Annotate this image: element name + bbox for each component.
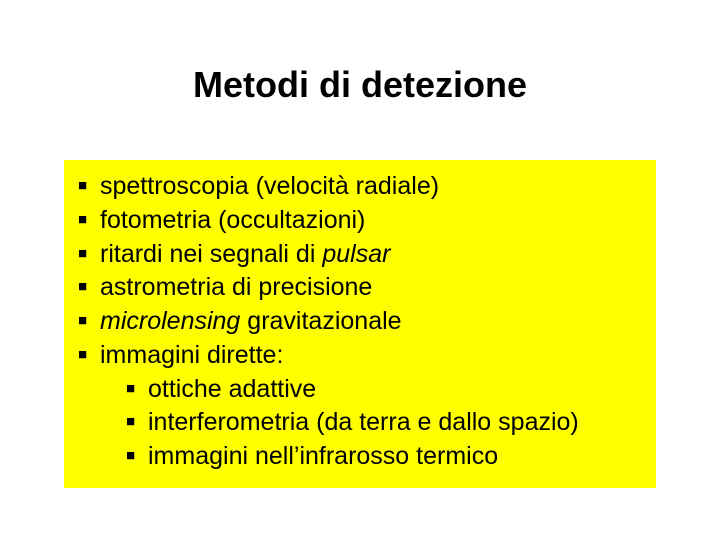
list-item-text: interferometria (da terra e dallo spazio…: [148, 408, 579, 436]
list-item: immagini dirette: ottiche adattive inter…: [78, 339, 642, 474]
list-item: immagini nell’infrarosso termico: [126, 440, 642, 474]
slide: Metodi di detezione spettroscopia (veloc…: [0, 0, 720, 540]
list-item-text: ritardi nei segnali di: [100, 240, 322, 268]
list-item: ritardi nei segnali di pulsar: [78, 238, 642, 272]
list-item-text: ottiche adattive: [148, 375, 316, 403]
list-item-text: immagini dirette:: [100, 341, 283, 369]
content-box: spettroscopia (velocità radiale) fotomet…: [64, 160, 656, 488]
list-item: microlensing gravitazionale: [78, 305, 642, 339]
list-item: astrometria di precisione: [78, 271, 642, 305]
list-item: spettroscopia (velocità radiale): [78, 170, 642, 204]
slide-title: Metodi di detezione: [0, 64, 720, 106]
bullet-sublist: ottiche adattive interferometria (da ter…: [100, 373, 642, 474]
list-item: ottiche adattive: [126, 373, 642, 407]
list-item-text: spettroscopia (velocità radiale): [100, 172, 439, 200]
list-item-text: immagini nell’infrarosso termico: [148, 442, 498, 470]
list-item-text: astrometria di precisione: [100, 273, 372, 301]
list-item-italic: pulsar: [322, 240, 390, 268]
bullet-list: spettroscopia (velocità radiale) fotomet…: [78, 170, 642, 474]
list-item-text: gravitazionale: [240, 307, 401, 335]
list-item-text: fotometria (occultazioni): [100, 206, 365, 234]
list-item-italic: microlensing: [100, 307, 240, 335]
list-item: fotometria (occultazioni): [78, 204, 642, 238]
list-item: interferometria (da terra e dallo spazio…: [126, 406, 642, 440]
